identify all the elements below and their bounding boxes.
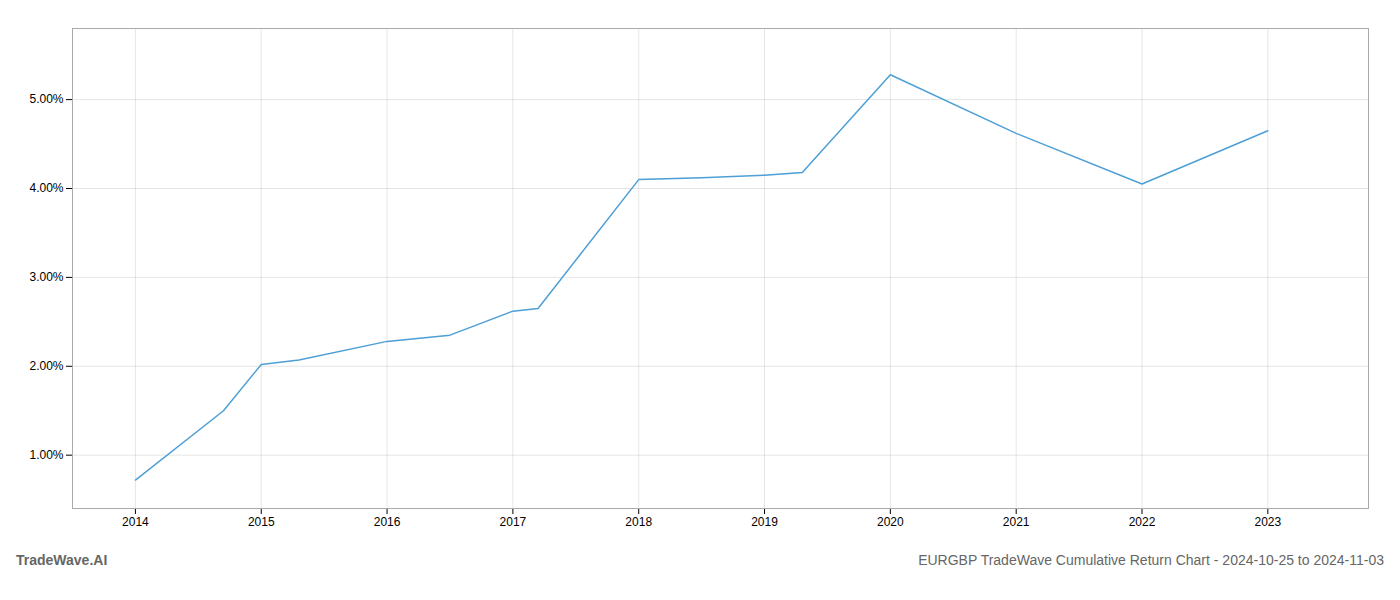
svg-text:2017: 2017 <box>500 515 527 529</box>
svg-text:3.00%: 3.00% <box>29 270 63 284</box>
html-text:TradeWave.AI: TradeWave.AI <box>16 552 108 568</box>
svg-text:2.00%: 2.00% <box>29 359 63 373</box>
svg-text:2022: 2022 <box>1129 515 1156 529</box>
svg-text:4.00%: 4.00% <box>29 181 63 195</box>
svg-text:2023: 2023 <box>1254 515 1281 529</box>
svg-text:2018: 2018 <box>625 515 652 529</box>
svg-text:2014: 2014 <box>122 515 149 529</box>
svg-text:1.00%: 1.00% <box>29 448 63 462</box>
svg-text:2016: 2016 <box>374 515 401 529</box>
html-text:EURGBP TradeWave Cumulative Re: EURGBP TradeWave Cumulative Return Chart… <box>918 552 1384 568</box>
svg-text:5.00%: 5.00% <box>29 92 63 106</box>
svg-text:2015: 2015 <box>248 515 275 529</box>
svg-text:2019: 2019 <box>751 515 778 529</box>
svg-text:2020: 2020 <box>877 515 904 529</box>
svg-text:2021: 2021 <box>1003 515 1030 529</box>
